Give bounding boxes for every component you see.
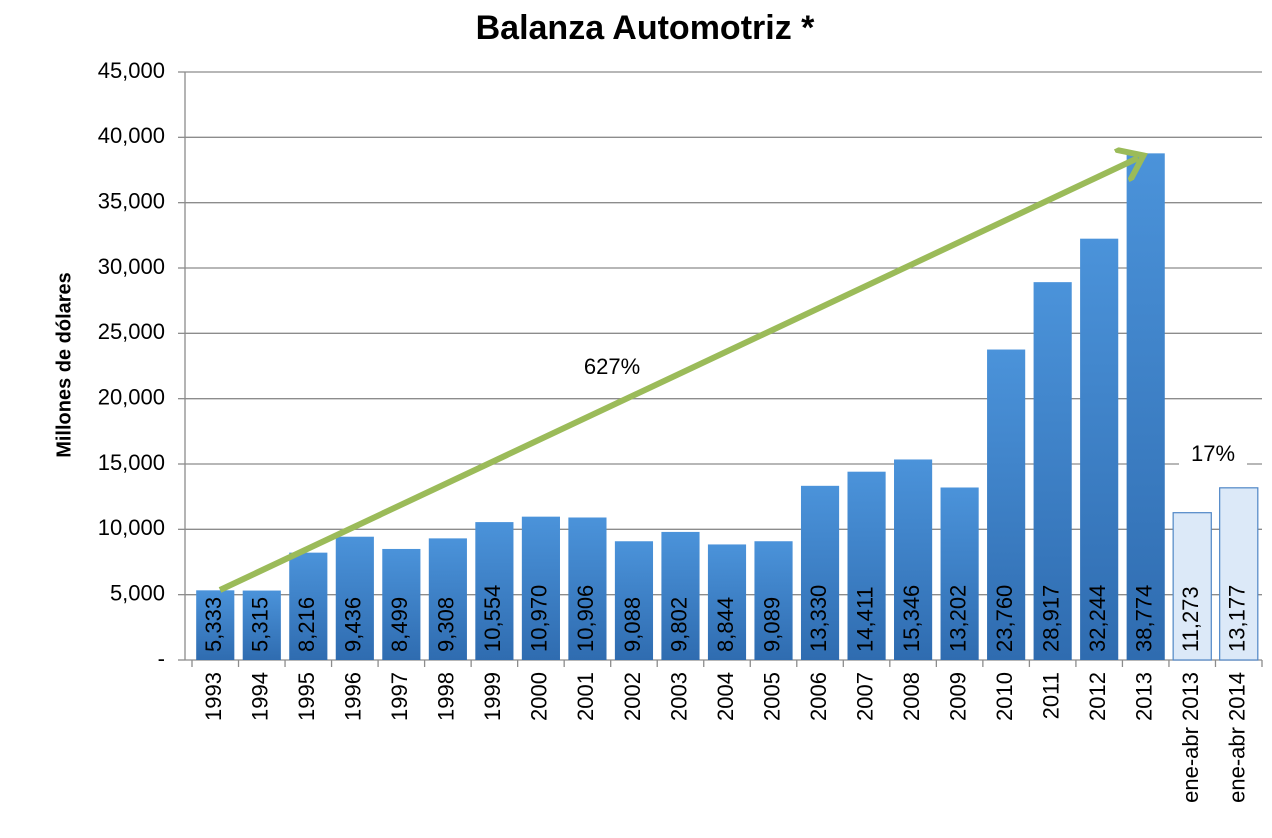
value-label: 14,411 — [852, 586, 877, 652]
bar — [568, 517, 607, 660]
x-tick-label: 2005 — [759, 672, 784, 721]
x-tick-label: 2003 — [666, 672, 691, 721]
y-tick-label: 30,000 — [98, 254, 165, 279]
x-tick-label: 1997 — [387, 672, 412, 721]
value-label: 9,436 — [341, 597, 366, 652]
value-label: 11,273 — [1178, 586, 1203, 652]
x-tick-label: 2006 — [806, 672, 831, 721]
y-axis-label: Millones de dólares — [53, 272, 75, 458]
value-label: 10,906 — [573, 585, 598, 652]
value-label: 9,802 — [666, 597, 691, 652]
x-tick-label: ene-abr 2013 — [1178, 672, 1203, 803]
y-tick-label: 40,000 — [98, 123, 165, 148]
bar — [1172, 512, 1212, 661]
bar — [847, 471, 886, 660]
x-tick-label: 1993 — [201, 672, 226, 721]
x-tick-label: 2004 — [713, 672, 738, 721]
value-label: 9,089 — [759, 597, 784, 652]
x-tick-label: 1995 — [294, 672, 319, 721]
x-tick-label: 2010 — [992, 672, 1017, 721]
y-tick-label: 25,000 — [98, 319, 165, 344]
x-tick-label: 1996 — [341, 672, 366, 721]
bar — [335, 536, 374, 660]
x-tick-label: 2002 — [620, 672, 645, 721]
x-tick-label: 2009 — [945, 672, 970, 721]
x-tick-label: 2008 — [899, 672, 924, 721]
value-label: 38,774 — [1132, 585, 1157, 652]
bar — [382, 548, 421, 660]
x-tick-label: 2011 — [1038, 672, 1063, 719]
bar — [661, 531, 700, 660]
value-label: 9,088 — [620, 597, 645, 652]
annotation: 627% — [584, 354, 640, 379]
annotation-bg — [1179, 440, 1247, 470]
bar — [242, 590, 281, 660]
y-tick-label: 35,000 — [98, 188, 165, 213]
bar — [894, 459, 933, 660]
value-label: 5,315 — [248, 597, 273, 652]
value-label: 10,970 — [527, 585, 552, 652]
bar — [800, 485, 840, 660]
x-tick-label: 2001 — [573, 672, 598, 721]
bar — [428, 538, 467, 660]
value-label: 13,177 — [1225, 585, 1250, 652]
value-label: 28,917 — [1038, 585, 1063, 652]
chart-title: Balanza Automotriz * — [476, 9, 816, 47]
bar — [289, 552, 328, 660]
x-tick-label: 1994 — [248, 672, 273, 721]
value-label: 8,216 — [294, 597, 319, 652]
bar — [1033, 282, 1072, 660]
value-label: 8,844 — [713, 597, 738, 652]
value-label: 5,333 — [201, 597, 226, 652]
x-tick-label: 2013 — [1132, 672, 1157, 721]
value-label: 8,499 — [387, 597, 412, 652]
bar — [521, 516, 560, 660]
x-tick-label: 1999 — [480, 672, 505, 721]
annotation: 17% — [1191, 441, 1235, 466]
value-label: 10,554 — [480, 585, 505, 652]
bar — [987, 349, 1026, 660]
value-label: 9,308 — [434, 597, 459, 652]
bar — [475, 522, 514, 660]
value-label: 15,346 — [899, 585, 924, 652]
bar — [614, 541, 654, 660]
value-label: 13,202 — [945, 585, 970, 652]
y-tick-label: - — [158, 646, 165, 671]
bar — [1080, 238, 1119, 660]
bar — [196, 590, 235, 660]
bar — [1126, 153, 1165, 660]
y-tick-label: 10,000 — [98, 515, 165, 540]
bar — [754, 541, 793, 660]
x-tick-label: ene-abr 2014 — [1225, 672, 1250, 803]
value-label: 23,760 — [992, 585, 1017, 652]
x-tick-label: 2012 — [1085, 672, 1110, 721]
y-tick-label: 45,000 — [98, 58, 165, 83]
bar — [940, 487, 979, 660]
x-tick-label: 1998 — [434, 672, 459, 721]
x-tick-label: 2007 — [852, 672, 877, 721]
value-label: 32,244 — [1085, 585, 1110, 652]
bar — [707, 544, 747, 660]
y-tick-label: 15,000 — [98, 450, 165, 475]
x-tick-label: 2000 — [527, 672, 552, 721]
y-tick-label: 20,000 — [98, 384, 165, 409]
y-tick-label: 5,000 — [110, 580, 165, 605]
bar — [1219, 487, 1259, 661]
value-label: 13,330 — [806, 585, 831, 652]
trend-arrow — [218, 158, 1138, 593]
